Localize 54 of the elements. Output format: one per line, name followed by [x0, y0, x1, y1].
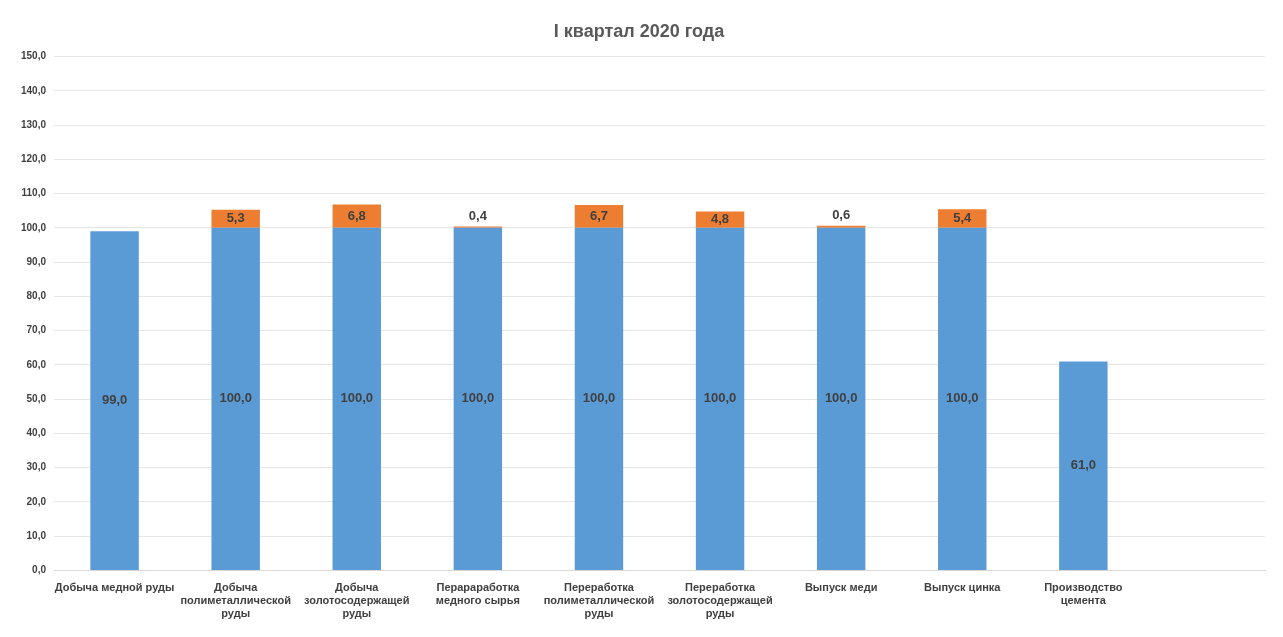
y-tick-label: 70,0: [26, 324, 47, 336]
data-label: 0,6: [832, 207, 851, 223]
y-tick-label: 10,0: [26, 529, 47, 541]
chart-title: I квартал 2020 года: [553, 20, 726, 41]
y-tick-label: 60,0: [26, 358, 47, 370]
bar: [816, 227, 866, 570]
data-label: 100,0: [582, 390, 616, 406]
bar: [574, 204, 624, 228]
data-label: 100,0: [219, 390, 252, 406]
data-label: 61,0: [1070, 457, 1097, 473]
data-label: 100,0: [703, 390, 737, 406]
y-tick-label: 80,0: [26, 290, 47, 302]
bar: [332, 227, 381, 570]
x-tick-label: Переработка золотосодержащей руды: [667, 581, 773, 620]
data-label: 5,3: [226, 210, 245, 226]
x-tick-label: Переработка полиметаллической руды: [543, 581, 655, 620]
x-tick-label: Перараработка медного сырья: [435, 581, 521, 607]
y-tick-label: 150,0: [20, 50, 47, 62]
x-tick-label: Добыча медной руды: [54, 581, 175, 594]
bar: [938, 227, 987, 570]
y-tick-label: 30,0: [26, 461, 47, 473]
y-tick-label: 50,0: [26, 392, 47, 404]
y-tick-label: 120,0: [20, 153, 47, 165]
y-tick-label: 100,0: [20, 221, 47, 233]
data-label: 99,0: [101, 392, 128, 408]
data-label: 100,0: [824, 390, 858, 406]
x-tick-label: Выпуск меди: [804, 581, 878, 594]
x-tick-label: Добыча полиметаллической руды: [180, 581, 291, 620]
y-tick-label: 40,0: [26, 427, 47, 439]
bar: [695, 227, 745, 570]
data-label: 0,4: [468, 208, 488, 224]
x-tick-label: Добыча золотосодержащей руды: [304, 581, 410, 620]
data-label: 6,7: [589, 207, 608, 223]
bar: [90, 231, 139, 570]
bar: [574, 227, 624, 570]
x-tick-label: Производство цемента: [1044, 581, 1123, 607]
x-tick-label: Выпуск цинка: [924, 581, 1002, 594]
y-tick-label: 140,0: [20, 84, 47, 96]
bar: [1059, 361, 1108, 570]
y-tick-label: 110,0: [21, 187, 47, 199]
bar: [816, 225, 866, 228]
data-label: 5,4: [953, 210, 973, 226]
y-tick-label: 20,0: [26, 495, 47, 507]
y-tick-label: 130,0: [20, 118, 47, 130]
y-tick-label: 0,0: [32, 564, 47, 576]
bar: [211, 227, 260, 570]
y-tick-label: 90,0: [26, 255, 47, 267]
data-label: 100,0: [945, 390, 979, 406]
data-label: 6,8: [347, 207, 366, 223]
bar: [938, 209, 987, 228]
data-label: 100,0: [461, 390, 495, 406]
data-label: 4,8: [711, 211, 730, 227]
bar: [453, 227, 503, 570]
data-label: 100,0: [340, 390, 374, 406]
